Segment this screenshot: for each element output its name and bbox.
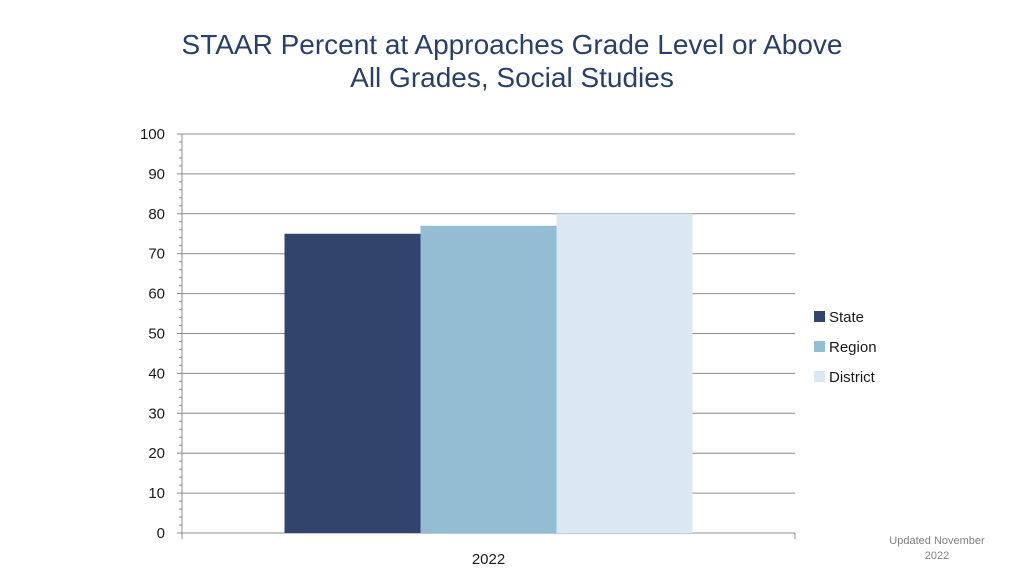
legend-swatch-district bbox=[814, 371, 825, 382]
y-tick-label-40: 40 bbox=[148, 365, 165, 382]
updated-note: Updated November 2022 bbox=[889, 535, 985, 562]
chart-title-line2: All Grades, Social Studies bbox=[350, 62, 674, 93]
legend-swatch-state bbox=[814, 311, 825, 322]
y-tick-label-10: 10 bbox=[148, 485, 165, 502]
y-tick-label-30: 30 bbox=[148, 405, 165, 422]
bar-district-2022 bbox=[556, 213, 693, 534]
legend-label-district: District bbox=[829, 369, 876, 386]
legend-label-state: State bbox=[829, 309, 864, 326]
chart-title: STAAR Percent at Approaches Grade Level … bbox=[0, 28, 1024, 94]
y-tick-label-0: 0 bbox=[157, 525, 165, 542]
y-tick-label-80: 80 bbox=[148, 206, 165, 223]
x-tick-label-2022: 2022 bbox=[472, 551, 505, 568]
chart-title-line1: STAAR Percent at Approaches Grade Level … bbox=[181, 29, 843, 60]
y-tick-label-70: 70 bbox=[148, 246, 165, 263]
bar-state-2022 bbox=[284, 233, 421, 533]
y-tick-label-50: 50 bbox=[148, 326, 165, 343]
legend-swatch-region bbox=[814, 341, 825, 352]
legend-label-region: Region bbox=[829, 339, 877, 356]
y-tick-label-100: 100 bbox=[140, 126, 165, 143]
bar-region-2022 bbox=[420, 225, 557, 533]
y-tick-label-90: 90 bbox=[148, 166, 165, 183]
y-tick-label-60: 60 bbox=[148, 286, 165, 303]
y-tick-label-20: 20 bbox=[148, 445, 165, 462]
